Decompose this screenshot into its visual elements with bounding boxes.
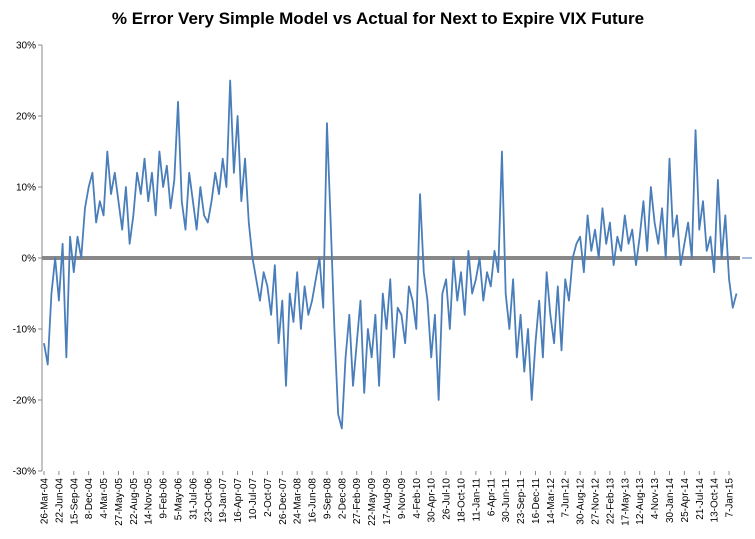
x-tick-label: 17-May-13 [620, 478, 631, 526]
x-tick-label: 6-Apr-11 [486, 478, 497, 517]
y-tick-label: 0% [22, 254, 37, 265]
x-tick-label: 15-Sep-04 [69, 478, 80, 525]
x-tick-label: 4-Feb-10 [412, 478, 423, 519]
x-tick-label: 5-May-06 [174, 478, 185, 521]
x-tick-label: 21-Jul-14 [695, 478, 706, 520]
y-tick-label: 20% [16, 112, 36, 123]
x-tick-label: 30-Apr-10 [427, 478, 438, 523]
x-tick-label: 30-Jun-11 [501, 478, 512, 523]
x-tick-label: 2-Oct-07 [263, 478, 274, 517]
x-tick-label: 26-Mar-04 [40, 478, 51, 525]
x-tick-label: 22-Feb-13 [605, 478, 616, 525]
x-tick-label: 11-Jan-11 [471, 478, 482, 522]
y-tick-label: 30% [16, 41, 36, 52]
x-tick-label: 26-Jul-10 [442, 478, 453, 520]
x-tick-label: 4-Mar-05 [99, 478, 110, 519]
data-line [43, 79, 738, 430]
x-tick-label: 25-Apr-14 [680, 478, 691, 523]
x-tick-label: 18-Oct-10 [456, 478, 467, 523]
x-tick-label: 27-Feb-09 [352, 478, 363, 525]
y-tick-label: -10% [13, 325, 36, 336]
x-tick-label: 7-Jan-15 [725, 478, 736, 518]
x-tick-label: 24-Mar-08 [293, 478, 304, 525]
x-tick-label: 2-Dec-08 [337, 478, 348, 520]
x-tick-label: 4-Nov-13 [650, 478, 661, 520]
x-tick-label: 10-Jul-07 [248, 478, 259, 520]
x-tick-label: 22-May-09 [367, 478, 378, 526]
y-tick-label: -30% [13, 467, 36, 478]
x-tick-label: 27-May-05 [114, 478, 125, 526]
x-tick-label: 8-Dec-04 [84, 478, 95, 520]
x-tick-label: 14-Nov-05 [144, 478, 155, 525]
x-tick-label: 26-Dec-07 [278, 478, 289, 525]
x-tick-label: 23-Sep-11 [516, 478, 527, 524]
x-tick-label: 9-Feb-06 [159, 478, 170, 519]
x-tick-label: 9-Sep-08 [322, 478, 333, 520]
x-tick-label: 16-Jun-08 [308, 478, 319, 523]
x-tick-label: 17-Aug-09 [382, 478, 393, 525]
x-tick-label: 13-Oct-14 [710, 478, 721, 523]
x-tick-label: 19-Jan-07 [218, 478, 229, 523]
x-tick-label: 30-Aug-12 [576, 478, 587, 525]
x-tick-label: 22-Aug-05 [129, 478, 140, 525]
chart-title: % Error Very Simple Model vs Actual for … [112, 9, 644, 28]
x-tick-label: 16-Apr-07 [233, 478, 244, 523]
x-tick-label: 31-Jul-06 [188, 478, 199, 520]
x-tick-label: 7-Jun-12 [561, 478, 572, 518]
y-tick-label: -20% [13, 396, 36, 407]
x-tick-label: 22-Jun-04 [54, 478, 65, 523]
y-tick-label: 10% [16, 183, 36, 194]
x-tick-label: 9-Nov-09 [397, 478, 408, 520]
x-tick-label: 12-Aug-13 [635, 478, 646, 525]
x-tick-label: 23-Oct-06 [203, 478, 214, 523]
x-tick-label: 30-Jan-14 [665, 478, 676, 523]
x-tick-label: 27-Nov-12 [591, 478, 602, 525]
x-tick-label: 14-Mar-12 [546, 478, 557, 525]
x-tick-label: 16-Dec-11 [531, 478, 542, 524]
